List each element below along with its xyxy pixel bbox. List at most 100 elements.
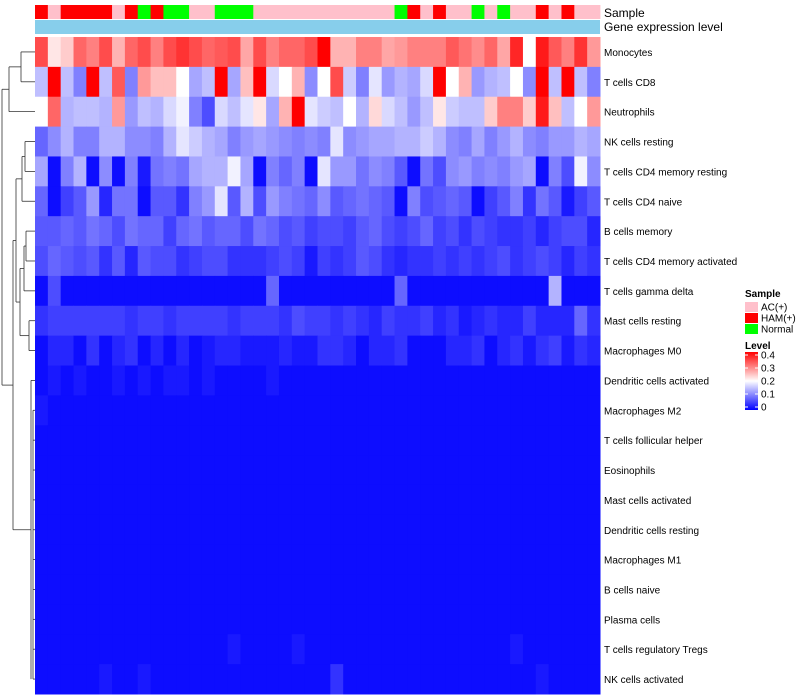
heatmap-cell (112, 634, 126, 665)
heatmap-cell (304, 246, 318, 277)
heatmap-cell (137, 305, 152, 337)
heatmap-cell (356, 126, 370, 157)
heatmap-cell (137, 604, 152, 635)
heatmap-cell (356, 574, 370, 605)
gene-expression-track-label: Gene expression level (604, 20, 723, 34)
heatmap-cell (484, 455, 498, 486)
heatmap-cell (420, 395, 434, 426)
heatmap-cell (548, 216, 562, 247)
heatmap-cell (278, 96, 293, 128)
heatmap-cell (522, 664, 537, 695)
heatmap-cell (278, 305, 293, 337)
heatmap-cell (35, 395, 49, 426)
heatmap-cell (548, 186, 562, 217)
heatmap-cell (368, 514, 383, 546)
sample-annotation-cell (394, 5, 408, 19)
legend-sample-title: Sample (745, 289, 781, 300)
heatmap-cell (253, 246, 267, 277)
heatmap-cell (522, 484, 537, 516)
heatmap-cell (163, 275, 177, 307)
heatmap-cell (150, 335, 164, 366)
heatmap-cell (574, 275, 588, 307)
row-dendrogram (1, 51, 35, 680)
heatmap-cell (484, 305, 498, 337)
heatmap-cell (86, 484, 100, 516)
heatmap-cell (266, 66, 280, 98)
heatmap-cell (407, 216, 421, 247)
heatmap-cell (266, 634, 280, 665)
heatmap-cell (176, 275, 190, 307)
heatmap-cell (368, 66, 383, 98)
heatmap-cell (253, 305, 267, 337)
heatmap-cell (535, 365, 550, 396)
heatmap-cell (471, 514, 485, 546)
heatmap-cell (137, 484, 152, 516)
heatmap-cell (510, 275, 524, 307)
heatmap-cell (522, 275, 537, 307)
heatmap-cell (60, 604, 75, 635)
sample-annotation-cell (420, 5, 434, 19)
heatmap-cell (458, 126, 473, 157)
heatmap-cell (150, 156, 164, 187)
heatmap-cell (201, 335, 216, 366)
heatmap-cell (99, 66, 113, 98)
heatmap-cell (317, 455, 331, 486)
heatmap-cell (163, 246, 177, 277)
heatmap-cell (112, 156, 126, 187)
heatmap-cell (99, 335, 113, 366)
row-label: Macrophages M2 (604, 406, 682, 417)
heatmap-cell (112, 544, 126, 576)
heatmap-cell (330, 126, 344, 157)
heatmap-cell (497, 96, 511, 128)
heatmap-cell (266, 275, 280, 307)
heatmap-cell (458, 634, 473, 665)
heatmap-cell (356, 96, 370, 128)
heatmap-cell (291, 574, 306, 605)
heatmap-cell (317, 365, 331, 396)
heatmap-cell (471, 484, 485, 516)
heatmap-cell (99, 514, 113, 546)
heatmap-cell (394, 156, 408, 187)
heatmap-cell (381, 365, 396, 396)
heatmap-cell (574, 246, 588, 277)
heatmap-cell (124, 484, 139, 516)
heatmap-cell (497, 664, 511, 695)
heatmap-cell (227, 395, 241, 426)
heatmap-cell (304, 216, 318, 247)
heatmap-cell (73, 544, 87, 576)
heatmap-cell (47, 246, 62, 277)
heatmap-cell (407, 634, 421, 665)
heatmap-cell (497, 425, 511, 456)
heatmap-cell (368, 544, 383, 576)
gene-expression-annotation-bar (35, 20, 600, 34)
heatmap-cell (497, 335, 511, 366)
heatmap-cell (497, 484, 511, 516)
heatmap-cell (291, 544, 306, 576)
heatmap-cell (587, 664, 601, 695)
heatmap-cell (548, 634, 562, 665)
heatmap-cell (445, 425, 460, 456)
heatmap-cell (291, 664, 306, 695)
heatmap-cell (266, 305, 280, 337)
heatmap-cell (330, 604, 344, 635)
heatmap-cell (497, 216, 511, 247)
heatmap-cell (278, 604, 293, 635)
heatmap-cell (73, 484, 87, 516)
heatmap-cell (330, 66, 344, 98)
heatmap-cell (330, 574, 344, 605)
heatmap-cell (407, 335, 421, 366)
heatmap-cell (112, 335, 126, 366)
heatmap-cell (484, 395, 498, 426)
heatmap-cell (124, 455, 139, 486)
sample-annotation-cell (445, 5, 460, 19)
heatmap-cell (163, 455, 177, 486)
heatmap-cell (112, 66, 126, 98)
heatmap-cell (189, 66, 203, 98)
heatmap-cell (510, 544, 524, 576)
heatmap-cell (368, 484, 383, 516)
heatmap-cell (510, 574, 524, 605)
heatmap-cell (304, 126, 318, 157)
row-label: Plasma cells (604, 615, 660, 626)
heatmap-cell (420, 305, 434, 337)
heatmap-cell (535, 126, 550, 157)
